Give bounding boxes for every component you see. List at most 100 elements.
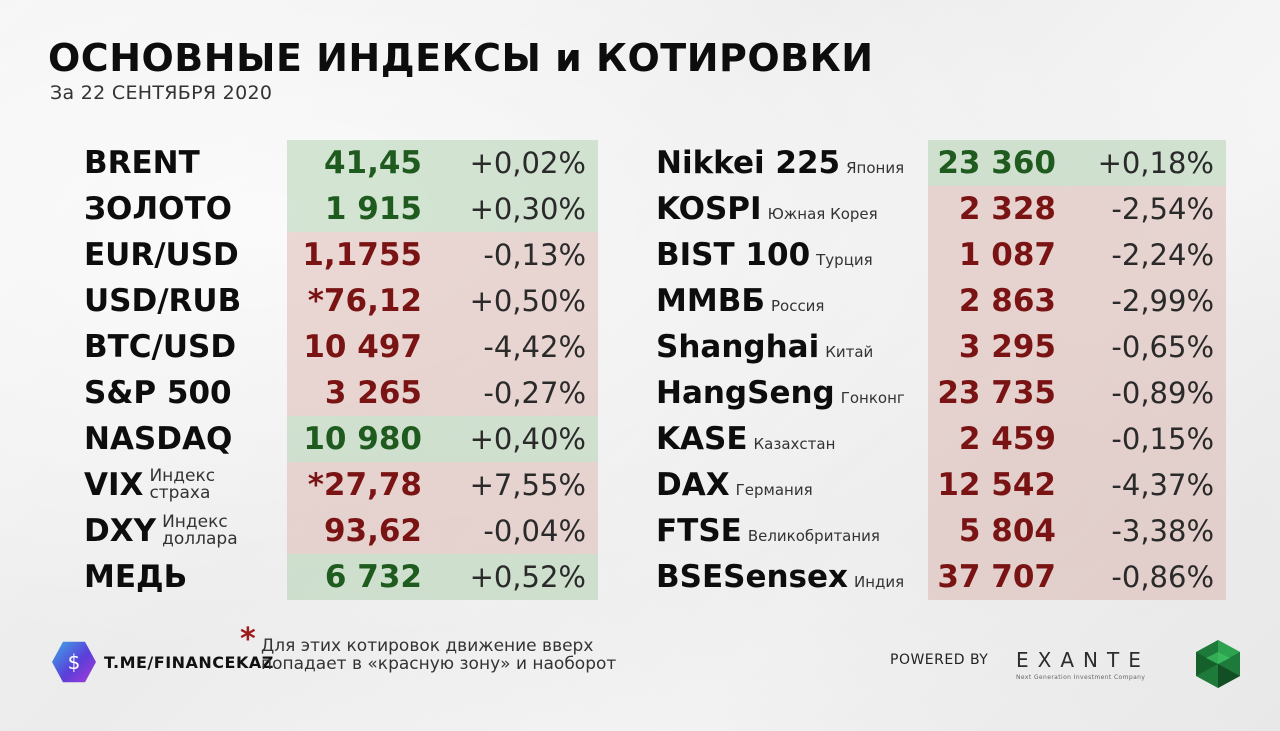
powered-by-label: POWERED BY: [890, 652, 989, 668]
quote-value: 2 459: [958, 421, 1056, 457]
quote-cell: 1,1755 -0,13%: [287, 232, 598, 278]
description-line: Индекс: [149, 466, 216, 486]
instrument-name: DXY Индекс доллара: [84, 508, 238, 554]
table-row: 93,62 -0,04% DXY Индекс доллара: [84, 508, 598, 554]
quote-cell: 6 732 +0,52%: [287, 554, 598, 600]
quote-cell: 1 087 -2,24%: [928, 232, 1226, 278]
quote-cell: *27,78 +7,55%: [287, 462, 598, 508]
index-label: KASE: [656, 421, 748, 457]
index-name: FTSE Великобритания: [656, 508, 880, 554]
quote-cell: 10 497 -4,42%: [287, 324, 598, 370]
instrument-label: DXY: [84, 513, 157, 549]
footnote-text: Для этих котировок движение вверх попада…: [261, 636, 617, 674]
table-row: *76,12 +0,50% USD/RUB: [84, 278, 598, 324]
instrument-label: USD/RUB: [84, 283, 242, 319]
table-row: 5 804 -3,38% FTSE Великобритания: [656, 508, 1226, 554]
instrument-label: BRENT: [84, 145, 200, 181]
instrument-name: ЗОЛОТО: [84, 186, 232, 232]
quote-value: 23 735: [937, 375, 1056, 411]
instrument-name: EUR/USD: [84, 232, 239, 278]
index-country: Южная Корея: [767, 205, 878, 223]
index-label: Nikkei 225: [656, 145, 841, 181]
quote-cell: 3 295 -0,65%: [928, 324, 1226, 370]
index-name: BIST 100 Турция: [656, 232, 873, 278]
instrument-name: VIX Индекс страха: [84, 462, 215, 508]
table-row: 3 295 -0,65% Shanghai Китай: [656, 324, 1226, 370]
index-name: ММВБ Россия: [656, 278, 824, 324]
footnote-asterisk: *: [240, 622, 256, 657]
index-label: ММВБ: [656, 283, 765, 319]
index-name: KASE Казахстан: [656, 416, 835, 462]
table-row: 3 265 -0,27% S&P 500: [84, 370, 598, 416]
sponsor-tagline: Next Generation Investment Company: [1016, 674, 1146, 681]
index-country: Япония: [846, 159, 905, 177]
table-row: 37 707 -0,86% BSESensex Индия: [656, 554, 1226, 600]
quote-value: *27,78: [307, 467, 422, 503]
index-name: DAX Германия: [656, 462, 813, 508]
quote-value: 6 732: [324, 559, 422, 595]
quote-value: 93,62: [323, 513, 422, 549]
quote-change: -2,54%: [1111, 192, 1214, 226]
quote-cell: 37 707 -0,86%: [928, 554, 1226, 600]
table-row: 23 735 -0,89% HangSeng Гонконг: [656, 370, 1226, 416]
quote-value: 37 707: [937, 559, 1056, 595]
description-line: страха: [149, 483, 211, 503]
quote-change: -2,99%: [1111, 284, 1214, 318]
quote-cell: 10 980 +0,40%: [287, 416, 598, 462]
exante-gem-icon: [1196, 640, 1240, 688]
channel-link[interactable]: $ T.ME/FINANCEKAZ: [52, 640, 274, 684]
quote-cell: 1 915 +0,30%: [287, 186, 598, 232]
quote-value: 41,45: [323, 145, 422, 181]
index-label: Shanghai: [656, 329, 820, 365]
quote-cell: 2 459 -0,15%: [928, 416, 1226, 462]
commodities-currencies-table: 41,45 +0,02% BRENT 1 915 +0,30% ЗОЛОТО 1,1755 -…: [84, 140, 598, 600]
quote-change: +0,18%: [1097, 146, 1214, 180]
table-row: 1 915 +0,30% ЗОЛОТО: [84, 186, 598, 232]
instrument-name: S&P 500: [84, 370, 232, 416]
index-name: Nikkei 225 Япония: [656, 140, 904, 186]
quote-change: +7,55%: [469, 468, 586, 502]
index-name: BSESensex Индия: [656, 554, 904, 600]
quote-cell: 23 360 +0,18%: [928, 140, 1226, 186]
index-country: Индия: [854, 573, 905, 591]
description-line: доллара: [162, 529, 238, 549]
quote-change: -0,65%: [1111, 330, 1214, 364]
index-country: Германия: [735, 481, 813, 499]
quote-value: *76,12: [307, 283, 422, 319]
quote-value: 3 295: [958, 329, 1056, 365]
instrument-label: BTC/USD: [84, 329, 237, 365]
quote-change: -0,15%: [1111, 422, 1214, 456]
quote-value: 5 804: [958, 513, 1056, 549]
instrument-label: VIX: [84, 467, 144, 503]
index-label: DAX: [656, 467, 730, 503]
table-row: 12 542 -4,37% DAX Германия: [656, 462, 1226, 508]
quote-cell: 2 328 -2,54%: [928, 186, 1226, 232]
index-name: Shanghai Китай: [656, 324, 873, 370]
quote-change: +0,02%: [469, 146, 586, 180]
table-row: 10 497 -4,42% BTC/USD: [84, 324, 598, 370]
instrument-name: USD/RUB: [84, 278, 241, 324]
instrument-description: Индекс страха: [149, 468, 215, 502]
quote-change: -0,86%: [1111, 560, 1214, 594]
quote-change: +0,52%: [469, 560, 586, 594]
sponsor-name: EXANTE: [1016, 648, 1150, 672]
quote-value: 2 328: [958, 191, 1056, 227]
table-row: 6 732 +0,52% МЕДЬ: [84, 554, 598, 600]
quote-change: -4,37%: [1111, 468, 1214, 502]
quote-change: -3,38%: [1111, 514, 1214, 548]
instrument-name: BTC/USD: [84, 324, 236, 370]
quote-value: 3 265: [324, 375, 422, 411]
quote-value: 10 497: [303, 329, 422, 365]
quote-cell: 3 265 -0,27%: [287, 370, 598, 416]
quote-value: 2 863: [958, 283, 1056, 319]
quote-cell: *76,12 +0,50%: [287, 278, 598, 324]
quote-value: 1,1755: [302, 237, 422, 273]
instrument-label: МЕДЬ: [84, 559, 188, 595]
instrument-label: EUR/USD: [84, 237, 239, 273]
index-country: Китай: [825, 343, 874, 361]
table-row: 41,45 +0,02% BRENT: [84, 140, 598, 186]
quote-value: 12 542: [937, 467, 1056, 503]
index-country: Россия: [770, 297, 825, 315]
index-name: HangSeng Гонконг: [656, 370, 905, 416]
description-line: Индекс: [162, 512, 228, 532]
